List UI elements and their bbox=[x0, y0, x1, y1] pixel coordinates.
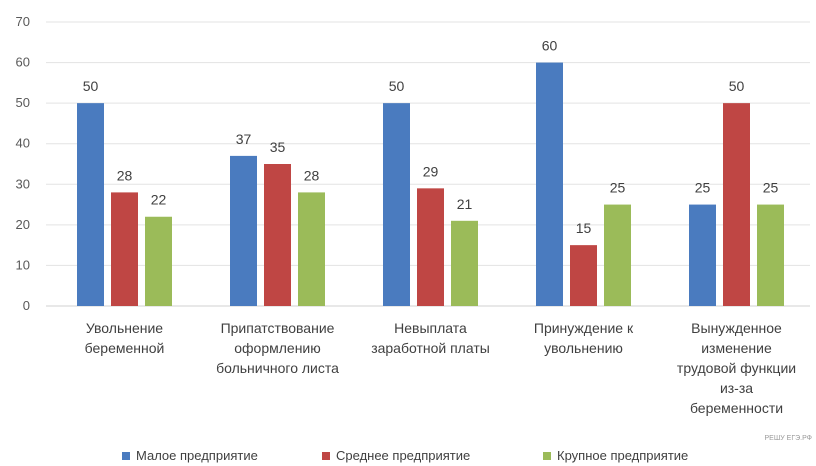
legend-label: Среднее предприятие bbox=[336, 448, 470, 463]
category-label: Принуждение к увольнению bbox=[534, 320, 634, 356]
category-label: Невыплата заработной платы bbox=[371, 320, 490, 356]
data-label: 28 bbox=[117, 167, 133, 183]
legend-swatch bbox=[322, 452, 330, 460]
category-label-line: Невыплата bbox=[394, 320, 467, 336]
category-label-line: беременной bbox=[85, 340, 165, 356]
y-tick-label: 30 bbox=[16, 176, 30, 191]
bar bbox=[604, 204, 631, 306]
y-tick-label: 20 bbox=[16, 217, 30, 232]
y-tick-label: 10 bbox=[16, 257, 30, 272]
category-label-line: Принуждение к bbox=[534, 320, 634, 336]
bar bbox=[689, 204, 716, 306]
y-tick-label: 50 bbox=[16, 95, 30, 110]
category-label-line: трудовой функции bbox=[677, 360, 796, 376]
data-label: 29 bbox=[423, 163, 439, 179]
data-label: 50 bbox=[83, 78, 99, 94]
legend-label: Крупное предприятие bbox=[557, 448, 688, 463]
y-tick-label: 70 bbox=[16, 14, 30, 29]
data-label: 25 bbox=[763, 180, 779, 196]
category-label-line: из-за bbox=[720, 380, 753, 396]
bar bbox=[145, 216, 172, 306]
y-tick-label: 0 bbox=[23, 298, 30, 313]
y-axis-ticks: 0 10 20 30 40 50 60 70 bbox=[16, 14, 30, 313]
bar bbox=[298, 192, 325, 306]
bar bbox=[723, 103, 750, 307]
category-label-line: изменение bbox=[701, 340, 772, 356]
category-label-line: Припатствование bbox=[221, 320, 335, 336]
category-label-line: заработной платы bbox=[371, 340, 490, 356]
bar bbox=[757, 204, 784, 306]
data-label: 21 bbox=[457, 196, 473, 212]
category-label-line: Вынужденное bbox=[691, 320, 782, 336]
category-label: Вынужденное изменение трудовой функции из-з… bbox=[677, 320, 796, 416]
legend-item: Среднее предприятие bbox=[322, 448, 470, 463]
data-label: 50 bbox=[729, 78, 745, 94]
bar bbox=[264, 164, 291, 306]
data-label: 28 bbox=[304, 167, 320, 183]
data-label: 15 bbox=[576, 220, 592, 236]
legend: Малое предприятие Среднее предприятие Круп… bbox=[122, 448, 688, 463]
category-labels: Увольнение беременной Припатствование оформ… bbox=[85, 320, 796, 416]
category-label: Увольнение беременной bbox=[85, 320, 165, 356]
data-label: 37 bbox=[236, 131, 252, 147]
legend-item: Малое предприятие bbox=[122, 448, 258, 463]
bar bbox=[536, 62, 563, 307]
legend-item: Крупное предприятие bbox=[543, 448, 688, 463]
data-label: 35 bbox=[270, 139, 286, 155]
legend-swatch bbox=[543, 452, 551, 460]
bars bbox=[77, 62, 784, 307]
bar bbox=[570, 245, 597, 306]
legend-swatch bbox=[122, 452, 130, 460]
data-labels: 50 37 50 60 25 28 35 29 15 50 22 28 21 25 25 bbox=[83, 38, 779, 237]
category-label-line: Увольнение bbox=[86, 320, 163, 336]
y-tick-label: 60 bbox=[16, 55, 30, 70]
bar bbox=[77, 103, 104, 307]
data-label: 60 bbox=[542, 38, 558, 54]
data-label: 25 bbox=[610, 180, 626, 196]
data-label: 50 bbox=[389, 78, 405, 94]
y-tick-label: 40 bbox=[16, 136, 30, 151]
watermark: РЕШУ ЕГЭ.РФ bbox=[765, 435, 813, 442]
category-label: Припатствование оформлению больничного лис… bbox=[216, 320, 339, 376]
bar bbox=[383, 103, 410, 307]
category-label-line: оформлению bbox=[234, 340, 321, 356]
category-label-line: увольнению bbox=[544, 340, 623, 356]
category-label-line: беременности bbox=[690, 400, 783, 416]
bar bbox=[417, 188, 444, 306]
data-label: 22 bbox=[151, 192, 167, 208]
data-label: 25 bbox=[695, 180, 711, 196]
bar bbox=[230, 155, 257, 306]
legend-label: Малое предприятие bbox=[136, 448, 258, 463]
bar bbox=[111, 192, 138, 306]
bar bbox=[451, 220, 478, 306]
category-label-line: больничного листа bbox=[216, 360, 339, 376]
